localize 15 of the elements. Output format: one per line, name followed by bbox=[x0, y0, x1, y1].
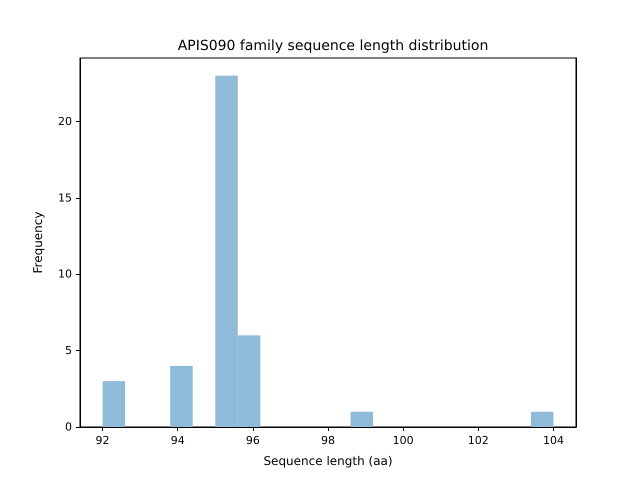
y-tick-label: 5 bbox=[65, 344, 72, 358]
x-tick-label: 98 bbox=[321, 434, 335, 447]
x-tick-label: 92 bbox=[96, 434, 110, 447]
y-tick-label: 0 bbox=[65, 420, 72, 434]
y-tick-label: 15 bbox=[58, 191, 72, 204]
chart-title: APIS090 family sequence length distribution bbox=[178, 38, 488, 54]
x-tick-label: 94 bbox=[170, 434, 185, 447]
x-tick-label: 102 bbox=[468, 434, 489, 447]
x-tick-label: 104 bbox=[542, 434, 564, 447]
x-tick-label: 100 bbox=[392, 434, 414, 447]
y-axis-title: Frequency bbox=[31, 212, 45, 274]
y-tick-label: 10 bbox=[58, 268, 72, 281]
y-tick-label: 20 bbox=[58, 114, 72, 128]
x-tick-label: 96 bbox=[246, 434, 260, 447]
x-axis-title: Sequence length (aa) bbox=[263, 454, 393, 468]
